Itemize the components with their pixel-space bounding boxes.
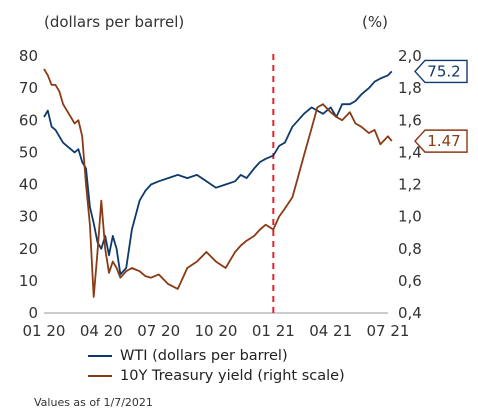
x-tick-label: 01 20 [23, 322, 66, 340]
y-right-tick-label: 1,4 [398, 143, 422, 161]
y-left-tick-label: 70 [19, 79, 38, 97]
y-left-tick-label: 0 [28, 304, 38, 322]
y-right-tick-label: 1,8 [398, 79, 422, 97]
yield-end-label: 1.47 [414, 129, 468, 153]
y-right-tick-label: 2,0 [398, 47, 422, 65]
right-axis-unit-label: (%) [362, 13, 388, 31]
chart: (dollars per barrel) (%) 0 10 20 30 40 50 60 70… [19, 13, 468, 340]
y-left-tick-label: 10 [19, 272, 38, 290]
y-left-tick-label: 80 [19, 47, 38, 65]
y-right-tick-label: 1,6 [398, 111, 422, 129]
y-right-tick-label: 0,8 [398, 240, 422, 258]
x-tick-label: 07 20 [137, 322, 180, 340]
y-left-tick-label: 50 [19, 143, 38, 161]
x-tick-label: 04 21 [309, 322, 352, 340]
treasury-yield-series-line [43, 68, 393, 298]
y-right-tick-label: 1,2 [398, 176, 422, 194]
y-right-tick-label: 0,4 [398, 304, 422, 322]
x-tick-label: 04 20 [80, 322, 123, 340]
end-labels: 75.2 1.47 [414, 59, 468, 153]
x-tick-label: 07 21 [367, 322, 410, 340]
x-tick-label: 01 21 [252, 322, 295, 340]
legend-label-wti: WTI (dollars per barrel) [120, 348, 288, 364]
end-value-text: 1.47 [427, 132, 460, 150]
legend-label-yield: 10Y Treasury yield (right scale) [120, 368, 345, 384]
legend-item-yield: 10Y Treasury yield (right scale) [88, 366, 345, 386]
y-left-tick-label: 30 [19, 208, 38, 226]
left-axis-unit-label: (dollars per barrel) [44, 13, 184, 31]
x-tick-label: 10 20 [195, 322, 238, 340]
wti-end-label: 75.2 [414, 59, 468, 84]
end-value-text: 75.2 [427, 62, 460, 80]
axes: 0 10 20 30 40 50 60 70 80 0,4 0,6 0,8 1,0 1,2 1,4 1,6 1,… [19, 47, 422, 340]
y-right-tick-label: 1,0 [398, 208, 422, 226]
y-left-tick-label: 40 [19, 176, 38, 194]
legend-swatch-yield [88, 375, 112, 377]
footnote: Values as of 1/7/2021 [34, 396, 153, 409]
y-left-tick-label: 60 [19, 111, 38, 129]
y-left-tick-label: 20 [19, 240, 38, 258]
series-lines [43, 68, 393, 298]
legend-swatch-wti [88, 355, 112, 357]
wti-series-line [43, 70, 393, 276]
legend-item-wti: WTI (dollars per barrel) [88, 346, 345, 366]
y-right-tick-label: 0,6 [398, 272, 422, 290]
legend: WTI (dollars per barrel) 10Y Treasury yi… [88, 346, 345, 386]
